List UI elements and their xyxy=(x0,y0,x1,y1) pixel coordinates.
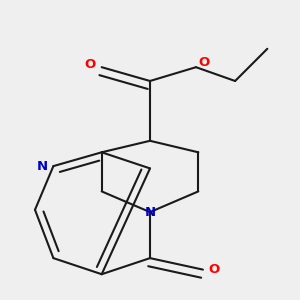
Text: O: O xyxy=(199,56,210,69)
Text: O: O xyxy=(85,58,96,71)
Text: N: N xyxy=(36,160,47,172)
Text: N: N xyxy=(144,206,156,219)
Text: O: O xyxy=(209,263,220,276)
